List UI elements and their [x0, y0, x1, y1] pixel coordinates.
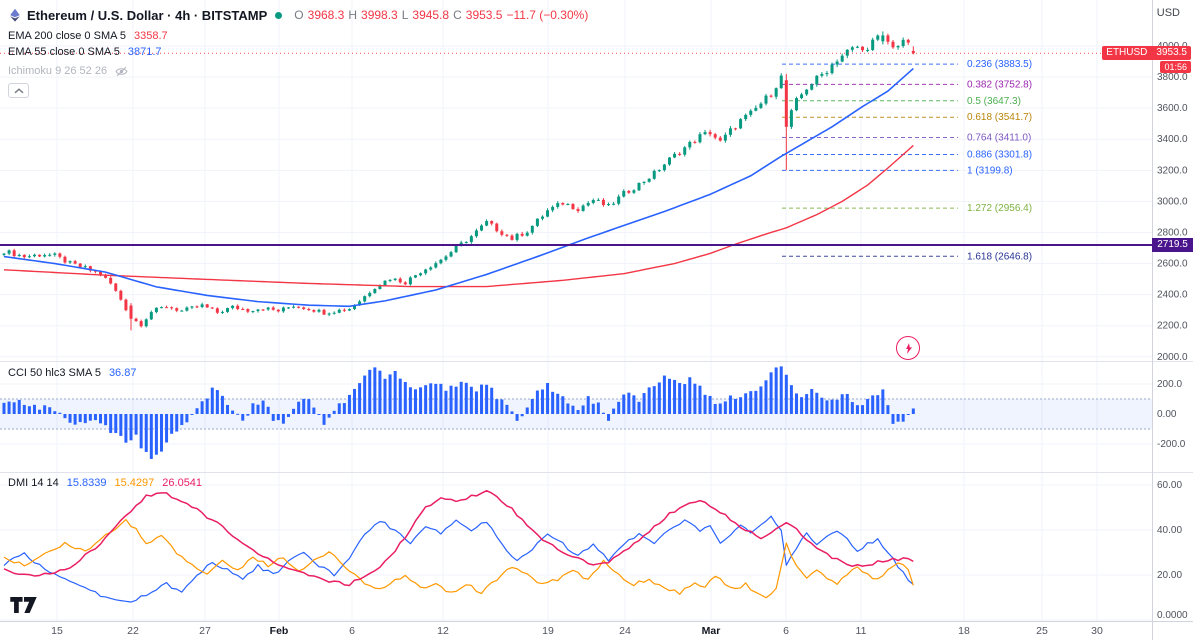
- ema200-legend-row[interactable]: EMA 200 close 0 SMA 5 3358.7: [8, 28, 588, 44]
- price-pill-value: 3953.5: [1156, 47, 1187, 58]
- svg-text:200.0: 200.0: [1157, 379, 1182, 390]
- svg-text:-200.0: -200.0: [1157, 439, 1186, 450]
- lightning-icon: [902, 342, 915, 355]
- svg-text:0.5 (3647.3): 0.5 (3647.3): [967, 96, 1021, 107]
- dmi-minus-di-line: [3, 518, 914, 599]
- svg-text:25: 25: [1036, 625, 1048, 637]
- main-price-panel[interactable]: [0, 31, 1152, 331]
- svg-text:0.764 (3411.0): 0.764 (3411.0): [967, 133, 1031, 144]
- legend-collapse-button[interactable]: [8, 83, 29, 98]
- svg-text:2000.0: 2000.0: [1157, 352, 1188, 363]
- dmi-panel[interactable]: [3, 489, 914, 603]
- dmi-legend-row[interactable]: DMI 14 14 15.8339 15.4297 26.0541: [8, 477, 202, 489]
- dmi-adx-line: [3, 489, 914, 587]
- svg-text:60.00: 60.00: [1157, 480, 1182, 491]
- svg-text:11: 11: [856, 625, 867, 637]
- svg-text:2200.0: 2200.0: [1157, 321, 1188, 332]
- dmi-label: DMI 14 14: [8, 477, 59, 489]
- ema55-legend-row[interactable]: EMA 55 close 0 SMA 5 3871.7: [8, 44, 588, 60]
- svg-text:22: 22: [127, 625, 139, 637]
- svg-text:3000.0: 3000.0: [1157, 196, 1188, 207]
- svg-text:1.272 (2956.4): 1.272 (2956.4): [967, 203, 1032, 214]
- svg-text:19: 19: [542, 625, 554, 637]
- svg-text:40.00: 40.00: [1157, 525, 1182, 536]
- svg-text:2400.0: 2400.0: [1157, 290, 1188, 301]
- dmi-plus-di-line: [3, 515, 914, 603]
- svg-text:2600.0: 2600.0: [1157, 259, 1188, 270]
- svg-text:30: 30: [1091, 625, 1103, 637]
- svg-text:0.618 (3541.7): 0.618 (3541.7): [967, 112, 1032, 123]
- svg-text:12: 12: [437, 625, 449, 637]
- cci-value: 36.87: [108, 367, 137, 379]
- low-value: 3945.8: [412, 8, 450, 22]
- ichimoku-legend-row[interactable]: Ichimoku 9 26 52 26: [8, 63, 588, 79]
- ichimoku-label: Ichimoku 9 26 52 26: [8, 65, 108, 77]
- dmi-adx-value: 26.0541: [162, 477, 203, 489]
- ema55-label: EMA 55 close 0 SMA 5: [8, 46, 120, 58]
- high-value: 3998.3: [361, 8, 398, 22]
- svg-text:18: 18: [958, 625, 970, 637]
- grid-lines: [0, 0, 1152, 621]
- svg-text:0.886 (3301.8): 0.886 (3301.8): [967, 150, 1032, 161]
- hline-price-badge: 2719.5: [1152, 238, 1193, 252]
- ema200-value: 3358.7: [134, 30, 168, 42]
- low-label: L: [401, 8, 409, 22]
- svg-text:6: 6: [783, 625, 789, 637]
- last-price-label: ETHUSD 3953.5 01:56: [1102, 46, 1191, 73]
- symbol-title[interactable]: Ethereum / U.S. Dollar · 4h · BITSTAMP: [27, 7, 268, 23]
- ethereum-icon: [8, 8, 22, 22]
- svg-text:0.382 (3752.8): 0.382 (3752.8): [967, 79, 1032, 90]
- cci-histogram: [2, 366, 915, 459]
- svg-text:0.0000: 0.0000: [1157, 610, 1188, 621]
- lightning-icon-button[interactable]: [896, 336, 920, 360]
- cci-legend-row[interactable]: CCI 50 hlc3 SMA 5 36.87: [8, 367, 136, 379]
- svg-text:0.00: 0.00: [1157, 409, 1177, 420]
- svg-text:2800.0: 2800.0: [1157, 227, 1188, 238]
- cci-panel[interactable]: [0, 366, 1152, 459]
- svg-text:0.236 (3883.5): 0.236 (3883.5): [967, 59, 1032, 70]
- price-pill: ETHUSD 3953.5: [1102, 46, 1191, 60]
- svg-text:24: 24: [619, 625, 631, 637]
- svg-text:3200.0: 3200.0: [1157, 165, 1188, 176]
- svg-text:3800.0: 3800.0: [1157, 72, 1188, 83]
- visibility-eye-icon[interactable]: [115, 66, 128, 77]
- svg-text:1.618 (2646.8): 1.618 (2646.8): [967, 251, 1032, 262]
- ema200-label: EMA 200 close 0 SMA 5: [8, 30, 127, 42]
- time-axis[interactable]: 15 22 27 Feb 6 12 19 24 Mar 6 11 18 25 30: [51, 625, 1103, 637]
- price-pill-symbol: ETHUSD: [1106, 47, 1148, 58]
- currency-label[interactable]: USD: [1156, 7, 1180, 19]
- ohlc-values: O 3968.3 H 3998.3 L 3945.8 C 3953.5 −11.…: [294, 8, 588, 22]
- price-axis[interactable]: 4000.03800.03600.03400.03200.03000.02800…: [1157, 41, 1188, 621]
- fib-level-labels: 0.236 (3883.5) 0.382 (3752.8) 0.5 (3647.3)…: [967, 59, 1032, 262]
- symbol-legend-row[interactable]: Ethereum / U.S. Dollar · 4h · BITSTAMP O…: [8, 6, 588, 24]
- cci-label: CCI 50 hlc3 SMA 5: [8, 367, 101, 379]
- open-value: 3968.3: [307, 8, 345, 22]
- chevron-up-icon: [14, 87, 24, 94]
- close-value: 3953.5: [465, 8, 503, 22]
- change-value: −11.7 (−0.30%): [506, 8, 589, 22]
- tradingview-logo[interactable]: [10, 597, 37, 619]
- svg-text:15: 15: [51, 625, 63, 637]
- dmi-plus-di-value: 15.8339: [66, 477, 107, 489]
- svg-text:27: 27: [199, 625, 211, 637]
- market-status-dot[interactable]: [275, 11, 283, 19]
- close-label: C: [453, 8, 462, 22]
- main-chart-legend: Ethereum / U.S. Dollar · 4h · BITSTAMP O…: [8, 6, 588, 79]
- open-label: O: [294, 8, 304, 22]
- ema200-line: [3, 144, 914, 288]
- svg-text:3600.0: 3600.0: [1157, 103, 1188, 114]
- svg-text:Mar: Mar: [702, 625, 721, 637]
- svg-text:Feb: Feb: [270, 625, 289, 637]
- high-label: H: [348, 8, 358, 22]
- svg-text:20.00: 20.00: [1157, 570, 1182, 581]
- ema55-line: [3, 67, 914, 308]
- svg-text:1 (3199.8): 1 (3199.8): [967, 165, 1013, 176]
- ema55-value: 3871.7: [127, 46, 162, 58]
- svg-text:6: 6: [349, 625, 355, 637]
- svg-text:3400.0: 3400.0: [1157, 134, 1188, 145]
- bar-countdown: 01:56: [1160, 61, 1191, 73]
- dmi-minus-di-value: 15.4297: [114, 477, 155, 489]
